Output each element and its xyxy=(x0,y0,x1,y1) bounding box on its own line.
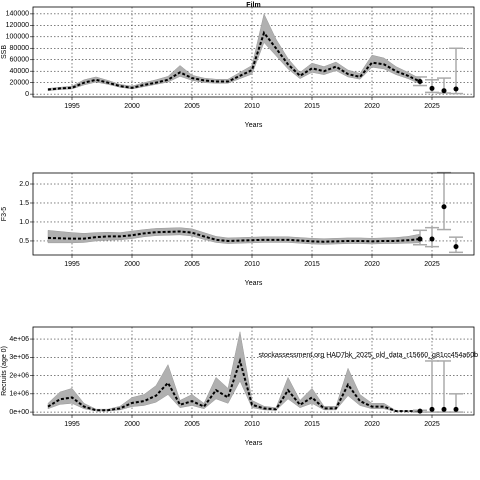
x-tick-label: 2025 xyxy=(424,103,440,110)
y-tick-label: 20000 xyxy=(10,80,30,87)
x-tick-label: 2000 xyxy=(124,103,140,110)
x-tick-label: 2025 xyxy=(424,421,440,428)
forecast-point xyxy=(429,85,435,91)
x-tick-label: 2000 xyxy=(124,421,140,428)
x-tick-label: 1995 xyxy=(64,421,80,428)
forecast-point xyxy=(441,88,447,94)
y-tick-label: 2e+06 xyxy=(9,372,29,379)
x-tick-label: 1995 xyxy=(64,261,80,268)
estimate-line xyxy=(47,230,421,243)
forecast-point xyxy=(417,408,423,414)
y-axis-label: SSB xyxy=(1,45,8,59)
forecast-point xyxy=(429,236,435,242)
y-tick-label: 2.0 xyxy=(19,181,29,188)
plot-frame xyxy=(32,6,475,98)
forecast-point xyxy=(441,406,447,412)
x-tick-label: 2000 xyxy=(124,261,140,268)
y-tick-label: 1.5 xyxy=(19,200,29,207)
x-tick-label: 2015 xyxy=(304,261,320,268)
x-tick-label: 2010 xyxy=(244,261,260,268)
y-tick-label: 120000 xyxy=(6,22,29,29)
estimate-line xyxy=(47,30,421,91)
plot-frame xyxy=(32,326,475,416)
forecast-point xyxy=(441,204,447,210)
x-axis-label: Years xyxy=(245,280,263,287)
x-tick-label: 2005 xyxy=(184,421,200,428)
x-tick-label: 2015 xyxy=(304,103,320,110)
y-tick-label: 0e+00 xyxy=(9,409,29,416)
x-tick-label: 2025 xyxy=(424,261,440,268)
plot-frame xyxy=(32,172,475,256)
estimate-line xyxy=(47,357,420,413)
x-tick-label: 2005 xyxy=(184,261,200,268)
x-axis-label: Years xyxy=(245,122,263,129)
y-tick-label: 0.5 xyxy=(19,238,29,245)
y-tick-label: 40000 xyxy=(10,68,30,75)
y-axis-label: F3-5 xyxy=(1,207,8,222)
y-tick-label: 140000 xyxy=(6,11,29,18)
annotation: stockassessment.org HAD7bk_2025_old_data… xyxy=(259,352,479,359)
x-tick-label: 2020 xyxy=(364,421,380,428)
y-tick-label: 1e+06 xyxy=(9,391,29,398)
x-axis-label: Years xyxy=(245,440,263,447)
forecast-point xyxy=(417,236,423,242)
y-tick-label: 3e+06 xyxy=(9,354,29,361)
x-tick-label: 2015 xyxy=(304,421,320,428)
y-tick-label: 80000 xyxy=(10,45,30,52)
x-tick-label: 2010 xyxy=(244,103,260,110)
x-tick-label: 2005 xyxy=(184,103,200,110)
confidence-band xyxy=(47,331,421,412)
y-tick-label: 60000 xyxy=(10,57,30,64)
y-tick-label: 4e+06 xyxy=(9,336,29,343)
x-tick-label: 1995 xyxy=(64,103,80,110)
y-tick-label: 1.0 xyxy=(19,219,29,226)
chart-title: Film xyxy=(246,2,260,9)
forecast-point xyxy=(453,244,459,250)
forecast-point xyxy=(453,406,459,412)
y-tick-label: 0 xyxy=(25,91,29,98)
forecast-point xyxy=(429,406,435,412)
x-tick-label: 2020 xyxy=(364,103,380,110)
forecast-point xyxy=(453,86,459,92)
x-tick-label: 2010 xyxy=(244,421,260,428)
y-tick-label: 100000 xyxy=(6,34,29,41)
y-axis-label: Recruits (age 0) xyxy=(1,346,8,396)
forecast-point xyxy=(417,79,423,85)
x-tick-label: 2020 xyxy=(364,261,380,268)
